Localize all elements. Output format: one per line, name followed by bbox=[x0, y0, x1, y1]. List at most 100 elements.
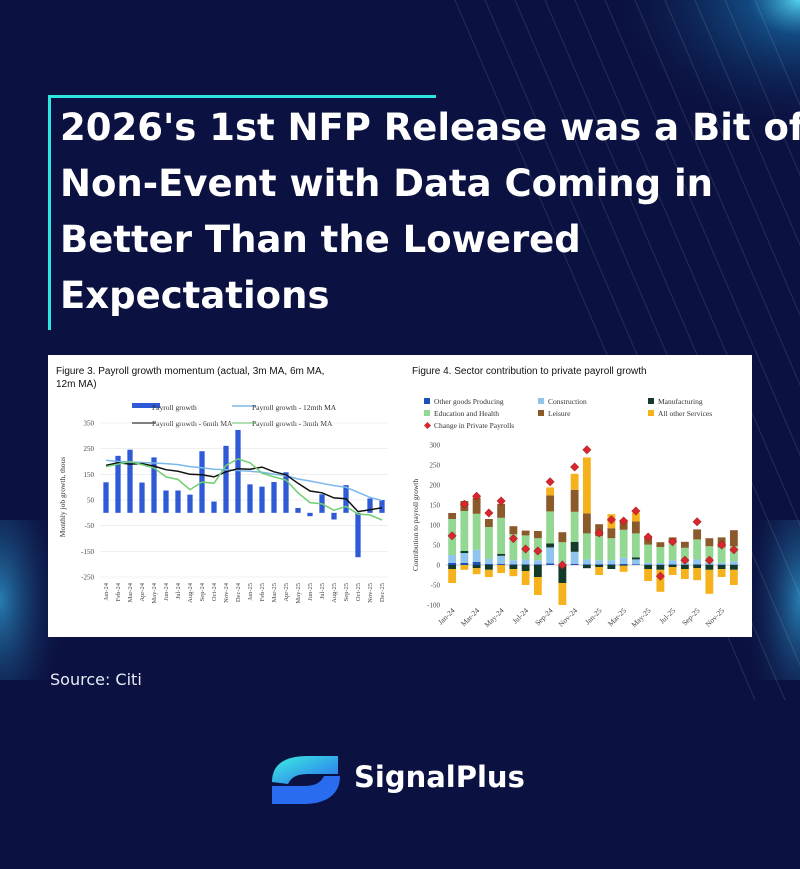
fig3-legend: Payroll growth Payroll growth - 12mth MA… bbox=[132, 403, 337, 428]
fig3-xtick-label: Mar-25 bbox=[271, 583, 278, 602]
fig4-marker bbox=[447, 531, 457, 541]
fig4-title: Figure 4. Sector contribution to private… bbox=[412, 366, 647, 377]
fig3-ytick-label: 50 bbox=[87, 497, 95, 505]
fig4-bar-segment bbox=[558, 565, 567, 583]
fig3-xtick-label: May-24 bbox=[151, 582, 158, 603]
fig4-bar-segment bbox=[546, 547, 555, 564]
fig4-legend-education: Education and Health bbox=[434, 409, 499, 418]
fig4-marker bbox=[717, 540, 727, 550]
fig4-marker bbox=[570, 462, 580, 472]
fig3-ytick-label: -250 bbox=[81, 574, 94, 582]
chart-panel: Figure 3. Payroll growth momentum (actua… bbox=[48, 355, 752, 637]
fig3-xtick-label: Dec-24 bbox=[235, 582, 242, 602]
fig4-bar-segment bbox=[595, 564, 604, 565]
fig4-bar-segment bbox=[668, 565, 677, 567]
fig3-xtick-label: Dec-25 bbox=[379, 583, 386, 602]
fig3-ytick-label: -50 bbox=[85, 522, 95, 530]
fig4-bar-segment bbox=[607, 565, 616, 569]
decor-line bbox=[604, 0, 800, 457]
fig4-ytick-label: 50 bbox=[433, 542, 441, 550]
fig4-ytick-label: 200 bbox=[430, 482, 441, 490]
fig4-bar-segment bbox=[656, 569, 665, 592]
fig3-xtick-label: Nov-24 bbox=[223, 582, 230, 603]
fig4-bar-segment bbox=[509, 526, 518, 535]
fig3-bar bbox=[211, 501, 217, 513]
fig4-bar-segment bbox=[582, 564, 591, 565]
fig4-bar-segment bbox=[656, 563, 665, 565]
fig4-marker bbox=[459, 499, 469, 509]
fig3-ylabel: Monthly job growth, thous bbox=[58, 457, 67, 538]
fig4-bar-segment bbox=[533, 577, 542, 595]
fig3-xtick-label: Nov-25 bbox=[367, 583, 374, 603]
title-line-3: Better Than the Lowered bbox=[60, 218, 581, 261]
fig3-bar bbox=[139, 482, 145, 513]
fig4-bar-segment bbox=[484, 563, 493, 565]
fig4-marker bbox=[619, 516, 629, 526]
fig4-ytick-label: -50 bbox=[431, 582, 441, 590]
fig3-xtick-label: Jul-24 bbox=[175, 582, 182, 599]
fig4-ylabel: Contribution to payroll growth bbox=[411, 479, 420, 572]
fig3-bar bbox=[259, 486, 265, 513]
fig4-ytick-label: 300 bbox=[430, 442, 441, 450]
fig4-bar-segment bbox=[705, 538, 714, 547]
fig3-series-line bbox=[105, 458, 383, 521]
fig4-bar-segment bbox=[460, 563, 469, 565]
fig4-bar-segment bbox=[509, 565, 518, 569]
fig3-bar bbox=[223, 445, 229, 513]
fig4-bar-segment bbox=[533, 565, 542, 577]
fig4-bar-segment bbox=[619, 563, 628, 565]
fig4-bar-segment bbox=[484, 559, 493, 564]
decor-line bbox=[634, 0, 800, 387]
fig4-legend-construction: Construction bbox=[548, 397, 587, 406]
fig4-bar-segment bbox=[509, 534, 518, 561]
fig4-bar-segment bbox=[472, 561, 481, 565]
fig4-bar-segment bbox=[472, 497, 481, 514]
fig4-marker bbox=[521, 544, 531, 554]
fig4-bar-segment bbox=[607, 538, 616, 561]
fig4-bar-segment bbox=[595, 565, 604, 567]
fig4-bar-segment bbox=[509, 560, 518, 565]
fig4-bar-segment bbox=[729, 561, 738, 565]
fig4-bar-segment bbox=[729, 569, 738, 585]
fig4-bar-segment bbox=[705, 569, 714, 594]
decor-line bbox=[514, 0, 800, 667]
fig4-bar-segment bbox=[595, 560, 604, 565]
fig4-bar-segment bbox=[448, 513, 457, 519]
fig4-bar-segment bbox=[570, 541, 579, 552]
fig3-bar bbox=[163, 490, 169, 513]
fig4-bar-segment bbox=[680, 541, 689, 548]
fig3-title-line-1: Figure 3. Payroll growth momentum (actua… bbox=[56, 366, 324, 377]
fig4-marker bbox=[655, 571, 665, 581]
fig4-bar-segment bbox=[656, 547, 665, 563]
fig4-bar-segment bbox=[570, 511, 579, 542]
fig3-xtick-label: Feb-25 bbox=[259, 583, 266, 601]
fig4-marker bbox=[668, 537, 678, 547]
fig4-bar-segment bbox=[693, 529, 702, 540]
fig3-title-line-2: 12m MA) bbox=[56, 379, 97, 390]
fig4-bar-segment bbox=[533, 560, 542, 565]
fig4-bar-segment bbox=[484, 565, 493, 570]
fig4-bar-segment bbox=[472, 565, 481, 569]
fig4-bar-segment bbox=[546, 487, 555, 496]
title-frame bbox=[48, 95, 436, 330]
fig4-bar-segment bbox=[656, 542, 665, 547]
fig4-bar-segment bbox=[668, 564, 677, 565]
fig4-marker bbox=[484, 508, 494, 518]
fig4-bar-segment bbox=[729, 530, 738, 547]
fig4-bar-segment bbox=[680, 569, 689, 579]
fig4-ytick-label: 0 bbox=[437, 562, 441, 570]
fig3-xtick-label: Mar-24 bbox=[127, 582, 134, 602]
fig3-bar bbox=[283, 472, 289, 513]
fig4-marker bbox=[704, 555, 714, 565]
fig3-legend-3m: Payroll growth - 3mth MA bbox=[252, 419, 333, 428]
fig3-bar bbox=[175, 490, 181, 513]
fig4-bar-segment bbox=[656, 565, 665, 570]
fig4-marker bbox=[594, 528, 604, 538]
fig4-bar-segment bbox=[546, 495, 555, 512]
page-title: 2026's 1st NFP Release was a Bit of Non-… bbox=[60, 100, 800, 324]
fig4-bar-segment bbox=[558, 542, 567, 563]
signalplus-logo-icon bbox=[272, 756, 340, 804]
fig4-bar-segment bbox=[644, 544, 653, 563]
fig3-xtick-label: Feb-24 bbox=[115, 582, 122, 601]
fig4-marker bbox=[545, 477, 555, 487]
